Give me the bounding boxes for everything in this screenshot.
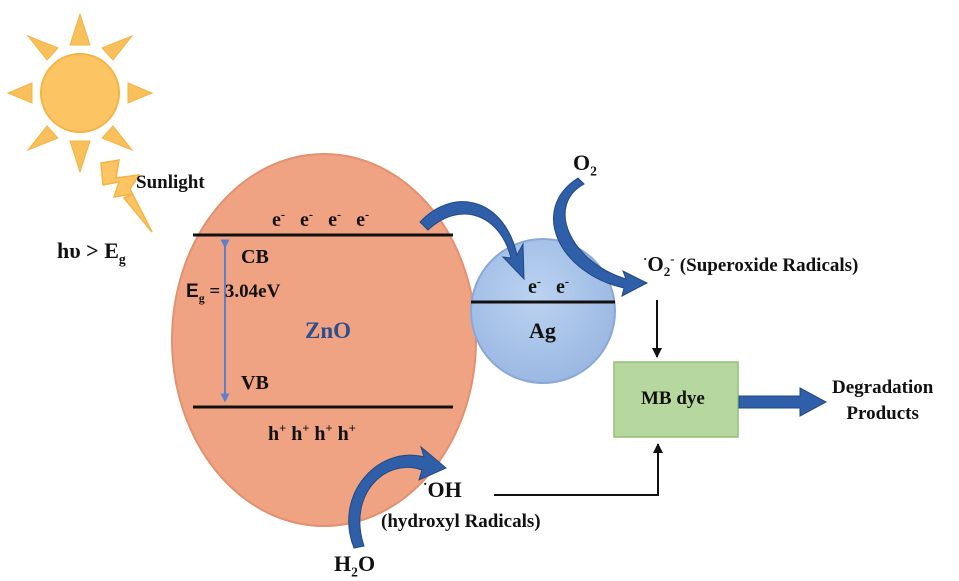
mb-dye-text: MB dye (641, 388, 705, 409)
ag-electrons: e- e- (528, 274, 570, 298)
zno-electron-4: e- (356, 207, 370, 231)
superoxide-text: O (647, 252, 664, 276)
superoxide-subscript: 2 (663, 264, 671, 280)
zno-label: ZnO (305, 319, 351, 342)
water-oxidation-arrow (348, 445, 447, 549)
photon-energy-subscript: g (118, 251, 126, 267)
hydroxyl-radical-dot: · (423, 476, 428, 492)
water-label: H2O (334, 551, 376, 579)
oxygen-label: O2 (573, 150, 597, 178)
ag-electron-2: e- (556, 274, 570, 298)
water-h-text: H (334, 551, 352, 576)
ag-label: Ag (529, 320, 556, 342)
photon-energy-label: hυ > Eg (57, 238, 126, 266)
degradation-products-label: Degradation Products (832, 375, 933, 426)
hydroxyl-to-dye-arrow (494, 443, 663, 496)
zno-text: ZnO (305, 318, 352, 343)
oxygen-subscript: 2 (590, 163, 597, 179)
vb-text: VB (241, 372, 269, 394)
water-o-text: O (357, 551, 376, 576)
zno-electron-1: e- (272, 207, 286, 231)
superoxide-label: ·O2- (Superoxide Radicals) (643, 251, 859, 278)
photon-energy-text: hυ > E (57, 238, 119, 263)
lightning-bolt-icon (100, 159, 153, 233)
water-subscript: 2 (351, 564, 358, 580)
degradation-text: Degradation (832, 377, 934, 398)
vb-label: VB (241, 373, 269, 393)
sunlight-text: Sunlight (136, 172, 205, 193)
ag-electron-1: e- (528, 274, 542, 298)
hydroxyl-text: OH (427, 477, 462, 502)
mb-dye-label: MB dye (641, 389, 705, 408)
zno-hole-4: h+ (337, 421, 356, 445)
hydroxyl-description-text: (hydroxyl Radicals) (381, 511, 541, 532)
zno-electron-3: e- (328, 207, 342, 231)
band-gap-value: = 3.04eV (209, 281, 281, 302)
zno-hole-3: h+ (314, 421, 333, 445)
sunlight-label: Sunlight (136, 173, 205, 192)
hydroxyl-label: ·OH (423, 476, 462, 502)
zno-particle (171, 153, 477, 527)
zno-holes: h+ h+ h+ h+ (268, 421, 356, 445)
oxygen-reduction-arrow (552, 177, 649, 297)
zno-hole-1: h+ (268, 421, 287, 445)
band-gap-subscript: g (198, 291, 205, 305)
superoxide-radical-dot: · (643, 251, 648, 266)
ag-text: Ag (529, 318, 556, 343)
cb-label: CB (241, 247, 269, 267)
zno-hole-2: h+ (291, 421, 310, 445)
electron-transfer-arrow (419, 201, 525, 281)
superoxide-description: (Superoxide Radicals) (679, 255, 859, 276)
ag-particle (470, 238, 616, 384)
zno-electrons: e- e- e- e- (272, 207, 370, 231)
cb-text: CB (241, 246, 269, 268)
band-gap-label: Eg = 3.04eV (186, 281, 281, 304)
degradation-block-arrow (738, 387, 828, 417)
hydroxyl-description: (hydroxyl Radicals) (381, 512, 541, 531)
mb-dye-box (613, 361, 739, 438)
superoxide-charge: - (670, 251, 675, 266)
sun-icon (6, 12, 154, 174)
products-text: Products (846, 402, 919, 424)
band-gap-symbol: E (186, 281, 199, 302)
zno-electron-2: e- (300, 207, 314, 231)
oxygen-text: O (573, 150, 591, 175)
